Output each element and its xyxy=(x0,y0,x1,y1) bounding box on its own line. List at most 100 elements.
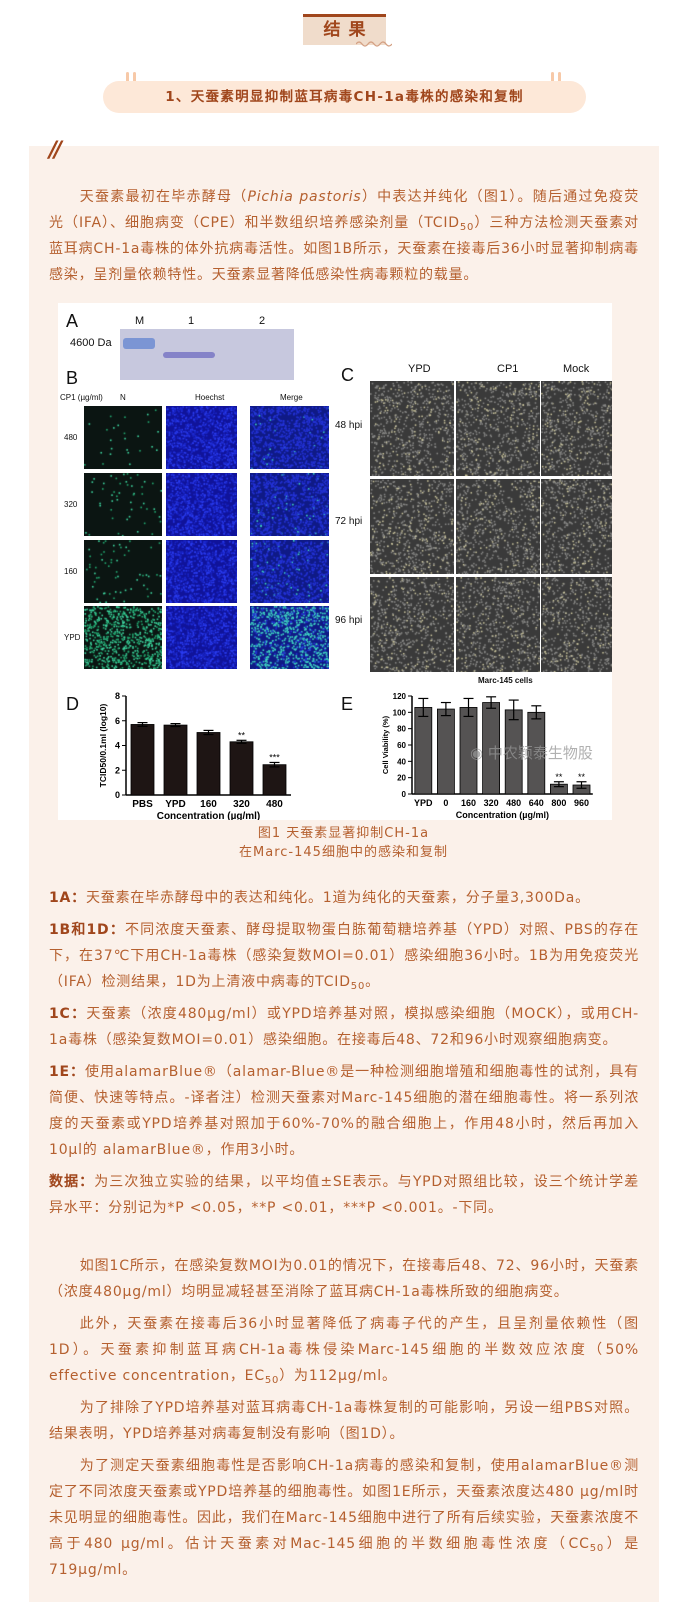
significance-label: ** xyxy=(578,772,586,782)
micrograph-merge xyxy=(250,606,329,669)
spacer xyxy=(49,1227,639,1253)
caption-line: 在Marc-145细胞中的感染和复制 xyxy=(239,845,448,860)
micrograph-hoechst xyxy=(166,406,237,469)
row-label: 160 xyxy=(64,567,78,576)
x-tick-label: 960 xyxy=(574,798,589,808)
x-axis-label: Concentration (µg/ml) xyxy=(157,811,261,820)
note-1a: 1A：天蚕素在毕赤酵母中的表达和纯化。1道为纯化的天蚕素，分子量3,300Da。 xyxy=(49,885,639,911)
bar xyxy=(229,741,254,796)
figure-1: A M 1 2 4600 Da B CP1 (µg/ml) N Hoechst … xyxy=(58,303,612,820)
pill-tick-decoration xyxy=(133,72,136,86)
bar xyxy=(262,764,287,796)
y-tick-label: 100 xyxy=(393,708,407,717)
text: ）三种方法检测天蚕素对蓝耳病CH-1a毒株的体外抗病毒活性。如图1B所示，天蚕素… xyxy=(49,215,639,283)
y-tick-label: 0 xyxy=(402,790,407,799)
micrograph-cpe xyxy=(456,381,540,476)
subscript: 50 xyxy=(589,1543,605,1554)
x-tick-label: 0 xyxy=(443,798,448,808)
text: ）是719μg/ml。 xyxy=(49,1536,639,1578)
x-tick-label: YPD xyxy=(165,799,186,810)
quote-mark-icon: // xyxy=(49,138,62,163)
note-label: 1A： xyxy=(49,890,86,906)
pill-tick-decoration xyxy=(558,72,561,86)
y-tick-label: 80 xyxy=(397,725,406,734)
x-tick-label: 480 xyxy=(506,798,521,808)
micrograph-cpe xyxy=(456,577,540,672)
intro-paragraph: 天蚕素最初在毕赤酵母（Pichia pastoris）中表达并纯化（图1）。随后… xyxy=(49,184,639,288)
row-header: CP1 (µg/ml) xyxy=(60,393,103,402)
x-tick-label: PBS xyxy=(132,799,153,810)
micrograph-n xyxy=(84,406,162,469)
x-tick-label: 480 xyxy=(266,799,283,810)
lane-label: M xyxy=(135,315,145,327)
micrograph-cpe xyxy=(370,479,454,574)
marker-label: 4600 Da xyxy=(70,337,112,349)
y-tick-label: 8 xyxy=(115,691,120,701)
micrograph-cpe xyxy=(541,577,612,672)
text: 为了测定天蚕素细胞毒性是否影响CH-1a病毒的感染和复制，使用alamarBlu… xyxy=(49,1458,639,1552)
y-tick-label: 60 xyxy=(397,741,406,750)
x-tick-label: 160 xyxy=(461,798,476,808)
y-tick-label: 0 xyxy=(115,790,120,800)
watermark: ◉ 中农颖泰生物股 xyxy=(470,744,593,762)
x-tick-label: 160 xyxy=(200,799,217,810)
note-data: 数据：为三次独立实验的结果，以平均值±SE表示。与YPD对照组比较，设三个统计学… xyxy=(49,1169,639,1221)
micrograph-hoechst xyxy=(166,540,237,603)
bar xyxy=(130,724,155,796)
x-axis-label: Concentration (µg/ml) xyxy=(456,810,549,820)
row-label: 320 xyxy=(64,500,78,509)
text: ）为112μg/ml。 xyxy=(279,1368,397,1384)
micrograph-cpe xyxy=(541,381,612,476)
body-paragraph: 此外，天蚕素在接毒后36小时显著降低了病毒子代的产生，且呈剂量依赖性（图1D）。… xyxy=(49,1311,639,1389)
panel-c-footer: Marc-145 cells xyxy=(478,676,533,685)
note-text: 天蚕素（浓度480μg/ml）或YPD培养基对照，模拟感染细胞（MOCK），或用… xyxy=(49,1006,640,1048)
row-label: 96 hpi xyxy=(335,615,363,626)
column-header: Mock xyxy=(563,363,590,375)
note-label: 数据： xyxy=(49,1174,95,1190)
row-label: 72 hpi xyxy=(335,516,363,527)
wave-decoration-icon xyxy=(356,41,392,47)
bar xyxy=(414,707,433,795)
x-tick-label: YPD xyxy=(414,798,433,808)
x-tick-label: 800 xyxy=(551,798,566,808)
protein-band xyxy=(163,352,215,358)
micrograph-cpe xyxy=(456,479,540,574)
y-tick-label: 4 xyxy=(115,741,120,751)
watermark-text: 中农颖泰生物股 xyxy=(487,744,593,762)
text: 此外，天蚕素在接毒后36小时显著降低了病毒子代的产生，且呈剂量依赖性（图1D）。… xyxy=(49,1316,639,1384)
subscript: 50 xyxy=(264,1375,280,1386)
caption-line: 图1 天蚕素显著抑制CH-1a xyxy=(257,826,430,841)
y-tick-label: 6 xyxy=(115,716,120,726)
micrograph-merge xyxy=(250,473,329,536)
significance-label: ** xyxy=(238,730,246,740)
figure-caption: 图1 天蚕素显著抑制CH-1a 在Marc-145细胞中的感染和复制 xyxy=(0,824,687,862)
panel-c-label: C xyxy=(341,365,354,385)
section-title: 结果 xyxy=(303,14,386,45)
column-header: N xyxy=(120,393,126,402)
pill-tick-decoration xyxy=(551,72,554,86)
panel-b-label: B xyxy=(66,368,79,388)
note-label: 1B和1D： xyxy=(49,922,125,938)
bar xyxy=(437,708,455,795)
micrograph-cpe xyxy=(541,479,612,574)
note-text: 不同浓度天蚕素、酵母提取物蛋白胨葡萄糖培养基（YPD）对照、PBS的存在下，在3… xyxy=(49,922,639,990)
x-tick-label: 640 xyxy=(529,798,544,808)
micrograph-n xyxy=(84,473,162,536)
row-label: YPD xyxy=(64,633,81,642)
micrograph-merge xyxy=(250,406,329,469)
gel-image xyxy=(120,329,294,380)
x-tick-label: 320 xyxy=(484,798,499,808)
pill-tick-decoration xyxy=(126,72,129,86)
y-axis-label: TCID50/0.1ml (log10) xyxy=(98,704,108,788)
lane-label: 1 xyxy=(188,315,195,327)
note-label: 1C： xyxy=(49,1006,87,1022)
marker-band xyxy=(123,338,155,349)
micrograph-n xyxy=(84,606,162,669)
bar xyxy=(196,732,221,796)
panel-a-label: A xyxy=(66,311,79,331)
note-text: 为三次独立实验的结果，以平均值±SE表示。与YPD对照组比较，设三个统计学差异水… xyxy=(49,1174,639,1216)
column-header: YPD xyxy=(408,363,431,375)
micrograph-cpe xyxy=(370,381,454,476)
text: ）中表达并纯化（图1）。随后通过免疫荧光（IFA）、细胞病变（CPE）和半数组织… xyxy=(49,189,640,231)
panel-d-label: D xyxy=(66,694,79,714)
